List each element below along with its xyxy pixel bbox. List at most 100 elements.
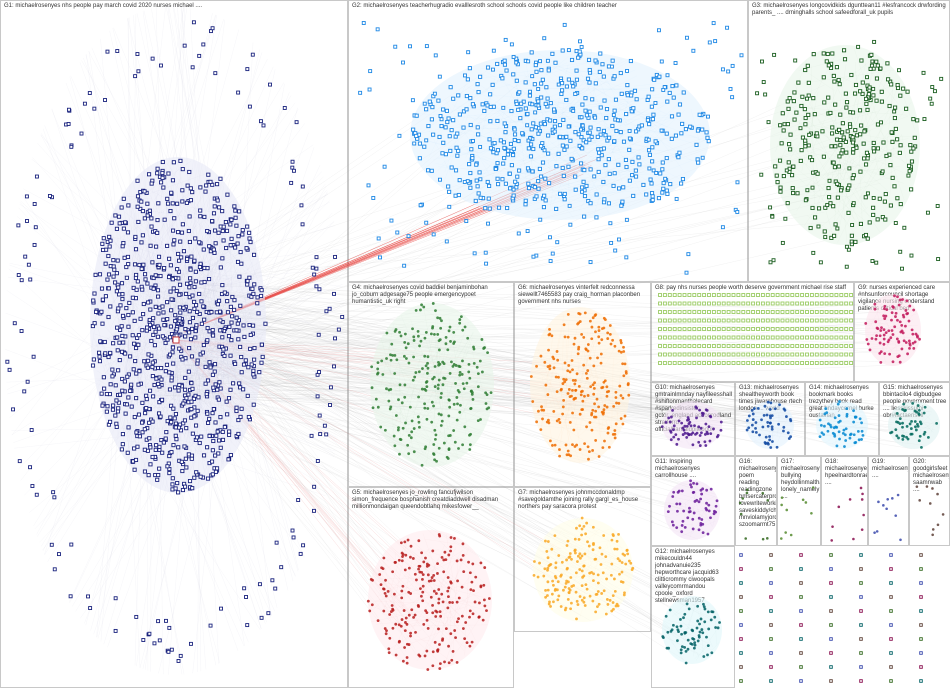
node-g3 (851, 150, 856, 155)
node-g14 (838, 400, 841, 403)
node-g4 (481, 370, 484, 374)
node-g1-periphery (105, 49, 110, 54)
node-g4 (439, 413, 443, 417)
node-g4 (489, 391, 493, 395)
node-g7 (544, 595, 547, 599)
node-g2 (449, 165, 454, 170)
node-g1 (177, 292, 182, 297)
node-g6 (596, 356, 599, 360)
node-g1 (210, 448, 215, 453)
node-g6 (562, 377, 566, 381)
node-g5 (421, 599, 425, 603)
node-g9 (901, 298, 904, 301)
node-g5 (446, 606, 450, 610)
node-g2-periphery (661, 87, 666, 92)
node-g8 (780, 293, 785, 297)
node-g1-periphery (22, 389, 27, 394)
node-g1 (98, 339, 103, 344)
node-g12 (696, 604, 700, 608)
node-g1 (206, 172, 211, 177)
node-g2 (539, 68, 544, 73)
node-g1 (178, 428, 184, 433)
node-g2 (594, 192, 599, 197)
node-g5 (429, 579, 433, 583)
node-g5 (448, 601, 452, 604)
node-g3 (861, 141, 866, 146)
node-g2-periphery (663, 176, 668, 181)
node-g5 (422, 560, 426, 564)
node-g3-periphery (871, 195, 876, 200)
node-g1 (199, 434, 204, 439)
node-g1 (125, 230, 131, 235)
node-g4 (447, 398, 451, 402)
node-g2 (491, 150, 496, 155)
node-g7 (595, 592, 599, 596)
node-g1 (222, 290, 227, 295)
node-g3 (865, 156, 870, 161)
node-g8 (692, 293, 697, 297)
edge (188, 84, 825, 378)
node-g5 (483, 604, 487, 608)
node-g1 (135, 204, 140, 209)
node-g2-periphery (514, 60, 519, 65)
node-g3-periphery (872, 39, 877, 44)
node-g5 (399, 541, 403, 545)
node-g12 (702, 605, 706, 609)
node-g5 (425, 618, 429, 622)
node-g4 (446, 348, 450, 352)
node-g1 (177, 282, 183, 287)
node-g1 (155, 171, 160, 176)
node-g2 (618, 70, 623, 76)
node-g5 (444, 627, 448, 631)
nodes-layer (5, 20, 945, 683)
node-g6 (592, 392, 596, 396)
node-g3 (803, 138, 808, 143)
node-g1 (207, 433, 212, 439)
node-g10 (685, 436, 689, 439)
node-g5 (443, 660, 446, 664)
node-g3 (871, 93, 876, 98)
node-g3 (799, 148, 804, 153)
node-g9 (916, 335, 919, 339)
node-g2 (658, 171, 663, 176)
node-g1 (116, 285, 121, 290)
node-g1 (180, 167, 185, 172)
node-g6 (563, 335, 567, 339)
node-g7 (567, 587, 571, 590)
node-g1 (165, 300, 170, 305)
node-g3 (803, 122, 808, 127)
node-g4 (458, 373, 462, 377)
node-g1 (255, 301, 260, 306)
node-g2 (445, 119, 450, 125)
node-g2 (650, 197, 655, 203)
node-g6 (564, 378, 568, 382)
node-g1 (92, 321, 97, 326)
node-g1 (139, 240, 144, 245)
node-g2 (649, 181, 654, 186)
node-g6 (585, 376, 589, 380)
node-g6 (566, 392, 570, 395)
node-g13 (778, 403, 781, 407)
node-g1-periphery (11, 407, 16, 412)
node-g2 (641, 182, 646, 187)
node-g9 (911, 341, 915, 345)
node-g11 (697, 528, 701, 532)
node-g2 (657, 74, 662, 79)
node-g6 (566, 369, 570, 373)
node-g1 (157, 262, 162, 267)
node-g4 (483, 346, 486, 349)
node-g1 (214, 310, 219, 315)
node-g9 (873, 302, 877, 306)
node-g2 (619, 203, 624, 208)
node-g2 (457, 112, 462, 117)
node-g6 (607, 389, 611, 393)
node-g2 (582, 193, 588, 199)
node-g2-periphery (711, 21, 716, 26)
node-g2-periphery (686, 252, 691, 257)
node-g1 (164, 430, 169, 435)
node-g7 (560, 560, 564, 564)
node-g1 (182, 444, 187, 449)
node-g14 (833, 416, 837, 420)
node-g2 (437, 134, 442, 139)
node-g2 (467, 66, 472, 71)
